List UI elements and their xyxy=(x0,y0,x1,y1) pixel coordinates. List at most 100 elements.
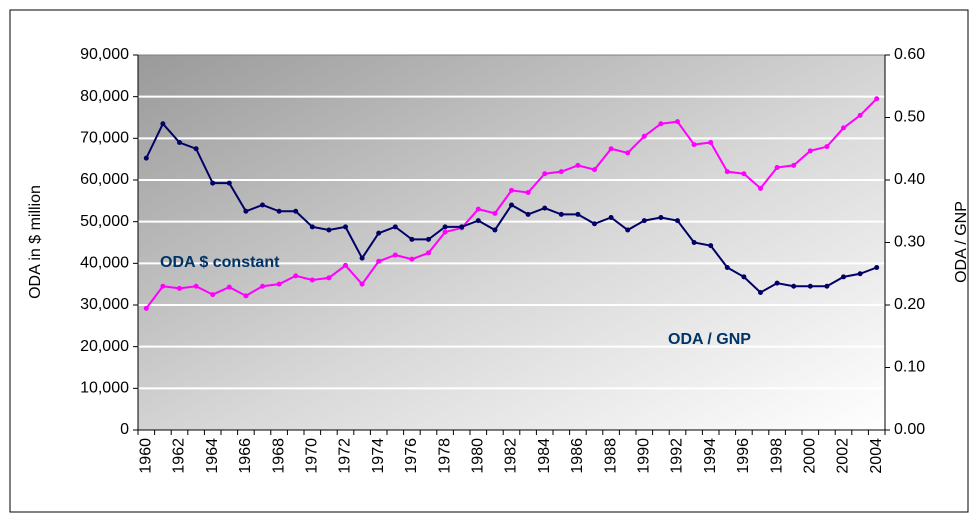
point xyxy=(841,125,846,131)
y-tick-label: 20,000 xyxy=(80,338,129,355)
y2-tick-label: 0.00 xyxy=(894,421,925,438)
annotation: ODA / GNP xyxy=(668,331,751,348)
x-tick-label: 1996 xyxy=(735,438,752,474)
y-tick-label: 10,000 xyxy=(80,380,129,397)
y-tick-label: 70,000 xyxy=(80,130,129,147)
point xyxy=(641,133,647,139)
point xyxy=(592,221,597,227)
point xyxy=(708,140,714,145)
point xyxy=(160,283,166,289)
point xyxy=(724,265,730,270)
point xyxy=(691,142,697,148)
x-tick-label: 2004 xyxy=(868,438,885,474)
point xyxy=(658,215,664,220)
point xyxy=(409,236,415,242)
x-tick-label: 1980 xyxy=(470,438,487,474)
x-tick-label: 1990 xyxy=(636,438,653,474)
point xyxy=(675,119,680,125)
point xyxy=(210,180,216,186)
x-tick-label: 2002 xyxy=(835,438,852,474)
point xyxy=(708,243,714,249)
y2-tick-label: 0.10 xyxy=(894,359,925,376)
point xyxy=(260,283,265,289)
x-tick-label: 1984 xyxy=(536,438,553,474)
point xyxy=(392,224,398,230)
point xyxy=(575,162,581,168)
y-tick-label: 30,000 xyxy=(80,296,129,313)
point xyxy=(475,218,481,224)
point xyxy=(243,208,249,214)
point xyxy=(774,280,780,286)
point xyxy=(226,180,232,186)
point xyxy=(359,281,365,287)
x-tick-label: 1960 xyxy=(138,438,155,474)
x-tick-label: 1962 xyxy=(171,438,188,474)
point xyxy=(791,162,797,168)
point xyxy=(492,227,498,233)
point xyxy=(359,255,365,261)
point xyxy=(343,262,348,268)
x-tick-label: 1970 xyxy=(304,438,321,474)
point xyxy=(326,275,332,281)
annotation: ODA $ constant xyxy=(160,254,280,271)
point xyxy=(575,211,581,217)
point xyxy=(874,265,880,270)
point xyxy=(558,169,564,175)
x-tick-label: 1982 xyxy=(503,438,520,474)
x-tick-label: 1974 xyxy=(370,438,387,474)
point xyxy=(774,165,780,170)
y-tick-label: 0 xyxy=(120,421,129,438)
point xyxy=(824,283,830,289)
y-tick-label: 60,000 xyxy=(80,171,129,188)
y2-tick-label: 0.20 xyxy=(894,296,925,313)
point xyxy=(857,271,863,277)
point xyxy=(309,224,315,230)
point xyxy=(542,205,548,211)
point xyxy=(326,227,332,233)
point xyxy=(509,202,514,208)
point xyxy=(475,206,481,212)
point xyxy=(625,150,631,156)
point xyxy=(276,208,282,214)
y2-tick-label: 0.50 xyxy=(894,109,925,126)
point xyxy=(143,155,149,161)
y2-tick-label: 0.60 xyxy=(894,46,925,63)
y2-axis-label: ODA / GNP xyxy=(953,201,970,283)
x-tick-label: 1994 xyxy=(702,438,719,474)
point xyxy=(226,284,232,290)
point xyxy=(525,190,531,195)
point xyxy=(143,305,149,311)
point xyxy=(758,185,763,191)
point xyxy=(741,274,747,280)
point xyxy=(509,187,514,193)
point xyxy=(392,252,398,258)
x-tick-label: 1986 xyxy=(569,438,586,474)
x-tick-label: 1992 xyxy=(669,438,686,474)
point xyxy=(558,211,564,217)
point xyxy=(293,208,299,214)
point xyxy=(608,215,614,220)
point xyxy=(426,250,431,256)
y-tick-label: 40,000 xyxy=(80,255,129,272)
point xyxy=(758,290,763,295)
point xyxy=(177,140,182,145)
point xyxy=(309,277,315,283)
point xyxy=(376,230,382,236)
point xyxy=(608,146,614,152)
point xyxy=(160,121,166,127)
y2-tick-label: 0.40 xyxy=(894,171,925,188)
point xyxy=(492,210,498,216)
x-tick-label: 1978 xyxy=(436,438,453,474)
point xyxy=(625,227,631,233)
point xyxy=(426,236,431,242)
point xyxy=(807,148,813,154)
x-tick-label: 1966 xyxy=(237,438,254,474)
point xyxy=(641,218,647,224)
x-tick-label: 1988 xyxy=(602,438,619,474)
point xyxy=(691,240,697,245)
y-tick-label: 90,000 xyxy=(80,46,129,63)
point xyxy=(177,285,182,291)
plot-area xyxy=(137,54,886,431)
point xyxy=(293,273,299,279)
